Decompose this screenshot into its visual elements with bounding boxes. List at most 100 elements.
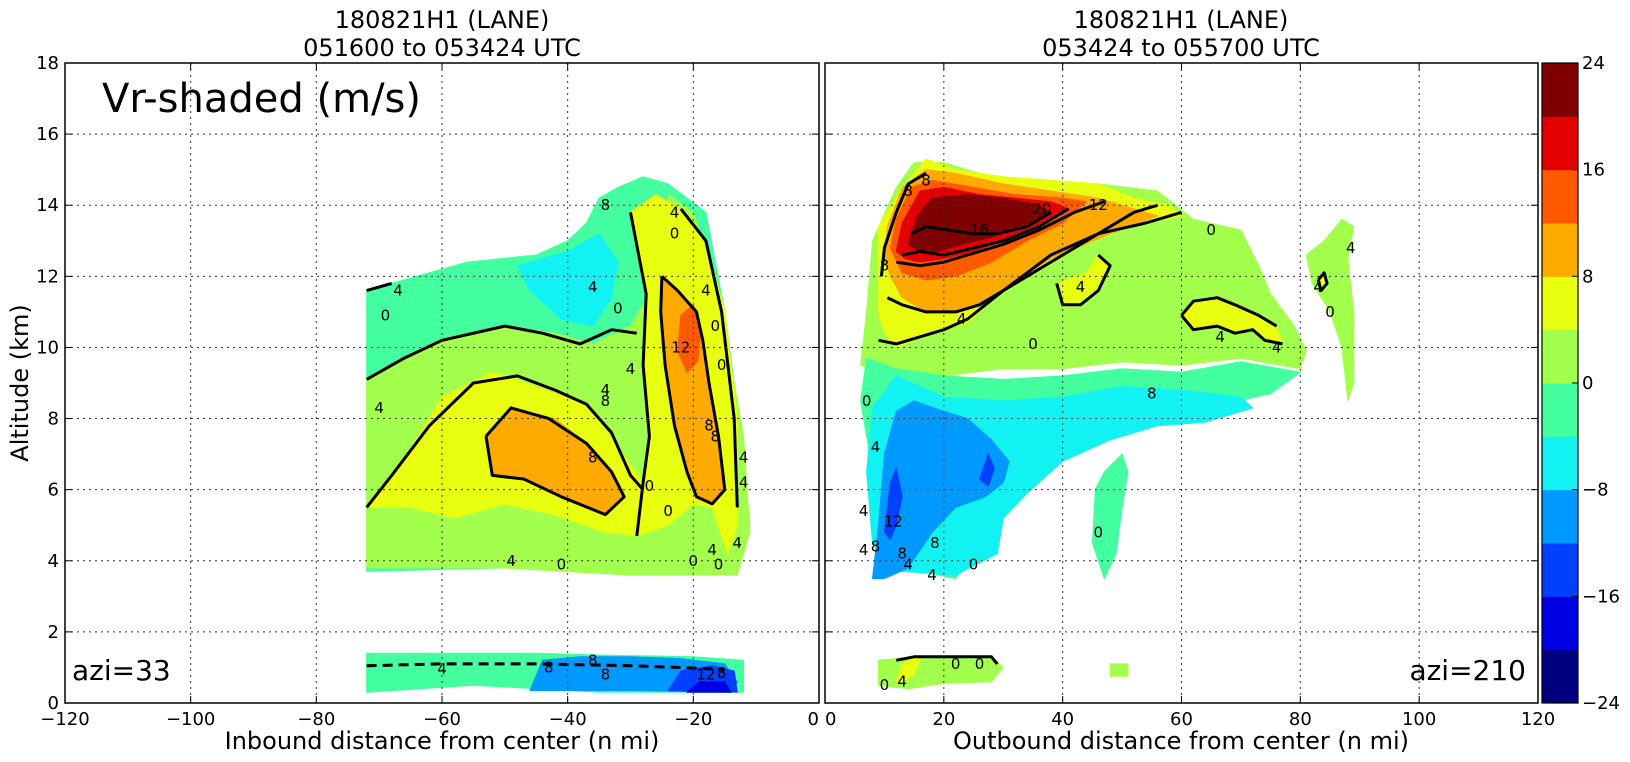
- vr-shaded-label: Vr-shaded (m/s): [102, 76, 421, 122]
- y-axis-label: Altitude (km): [6, 304, 34, 461]
- contour-label: 0: [711, 317, 721, 335]
- contour-line: [1180, 314, 1283, 346]
- contour-line: [659, 275, 727, 506]
- contour-line: [896, 655, 999, 665]
- vr-region: [883, 467, 903, 540]
- colorbar-tick-label: 16: [1582, 160, 1605, 181]
- y-tick-label: 8: [48, 409, 59, 430]
- y-tick-label: 6: [48, 480, 59, 501]
- y-tick-label: 18: [36, 53, 59, 74]
- contour-label: 12: [671, 338, 690, 356]
- contour-label: 4: [1346, 239, 1356, 257]
- contour-line: [484, 406, 626, 517]
- contour-label: 4: [601, 381, 611, 399]
- right-x-axis-label: Outbound distance from center (n mi): [953, 727, 1409, 755]
- contour-label: 0: [381, 306, 391, 324]
- contour-label: 8: [921, 171, 931, 189]
- vr-region: [1109, 663, 1129, 677]
- contour-label: 0: [1325, 303, 1335, 321]
- contour-label: 0: [969, 555, 979, 573]
- x-tick-label: −100: [166, 709, 215, 730]
- contour-label: 16: [970, 221, 989, 239]
- colorbar-segment: [1542, 383, 1578, 437]
- contour-label: 4: [1215, 328, 1225, 346]
- y-tick-label: 16: [36, 124, 59, 145]
- contour-label: 12: [884, 513, 903, 531]
- colorbar-tick-label: −24: [1582, 693, 1620, 714]
- contour-label: 8: [880, 257, 890, 275]
- contour-line: [366, 281, 393, 293]
- contour-line: [886, 203, 1159, 314]
- contour-line: [910, 211, 1052, 236]
- x-tick-label: −60: [423, 709, 461, 730]
- colorbar-segment: [1542, 63, 1578, 117]
- contour-label: 0: [975, 655, 985, 673]
- contour-label: 8: [544, 658, 554, 676]
- x-tick-label: −120: [40, 709, 89, 730]
- contour-label: 4: [733, 534, 743, 552]
- y-tick-label: 10: [36, 337, 59, 358]
- contour-label: 0: [663, 502, 673, 520]
- left-azi-label: azi=33: [72, 654, 171, 687]
- y-tick-label: 14: [36, 195, 59, 216]
- contour-label: 4: [701, 282, 711, 300]
- colorbar: 24 16 8 0 −8 −16 −24: [1541, 53, 1620, 714]
- colorbar-segment: [1542, 223, 1578, 277]
- colorbar-segment: [1542, 436, 1578, 491]
- contour-label: 0: [645, 477, 655, 495]
- contour-label: 8: [1147, 385, 1157, 403]
- right-title-line1: 180821H1 (LANE): [1074, 6, 1289, 34]
- contour-label: 0: [951, 655, 961, 673]
- colorbar-segment: [1542, 596, 1578, 651]
- contour-line: [679, 207, 739, 508]
- right-axis-ticks: 0 20 40 60 80 100 120: [824, 62, 1555, 730]
- contour-label: 0: [717, 356, 727, 374]
- right-panel: 180821H1 (LANE) 053424 to 055700 UTC 8 8 8…: [824, 6, 1555, 755]
- x-tick-label: −20: [674, 709, 712, 730]
- contour-label: 4: [1313, 278, 1323, 296]
- contour-line: [896, 200, 1105, 268]
- colorbar-tick-label: 8: [1582, 266, 1593, 287]
- vr-region: [686, 681, 732, 693]
- left-grid: [65, 63, 819, 703]
- colorbar-segment: [1542, 329, 1578, 384]
- contour-label: 4: [506, 552, 516, 570]
- contour-line: [1180, 296, 1278, 328]
- contour-label: 8: [717, 664, 727, 682]
- contour-label: 4: [871, 438, 881, 456]
- colorbar-segment: [1542, 169, 1578, 224]
- y-tick-label: 0: [48, 693, 59, 714]
- colorbar-tick-label: −16: [1582, 586, 1620, 607]
- y-tick-label: 2: [48, 622, 59, 643]
- contour-line: [366, 662, 725, 671]
- colorbar-tick-label: −8: [1582, 480, 1609, 501]
- contour-label: 20: [1032, 200, 1051, 218]
- contour-line: [365, 324, 638, 381]
- colorbar-segment: [1542, 116, 1578, 171]
- x-tick-label: 120: [1521, 709, 1555, 730]
- contour-label: 4: [859, 502, 869, 520]
- y-tick-label: 4: [48, 551, 59, 572]
- contour-label: 0: [557, 555, 567, 573]
- x-tick-label: 60: [1170, 709, 1193, 730]
- contour-label: 0: [1028, 335, 1038, 353]
- contour-label: 4: [670, 203, 680, 221]
- contour-label: 4: [626, 360, 636, 378]
- x-tick-label: 20: [932, 709, 955, 730]
- contour-label: 12: [696, 666, 715, 684]
- contour-label: 4: [897, 673, 907, 691]
- contour-label: 4: [859, 541, 869, 559]
- contour-label: 0: [670, 225, 680, 243]
- contour-label: 8: [871, 538, 881, 556]
- contour-label: 0: [1094, 523, 1104, 541]
- contour-label: 0: [880, 676, 890, 694]
- contour-label: 4: [707, 541, 717, 559]
- y-tick-label: 12: [36, 266, 59, 287]
- right-title-line2: 053424 to 055700 UTC: [1042, 34, 1320, 62]
- contour-label: 8: [601, 666, 611, 684]
- colorbar-segment: [1542, 489, 1578, 544]
